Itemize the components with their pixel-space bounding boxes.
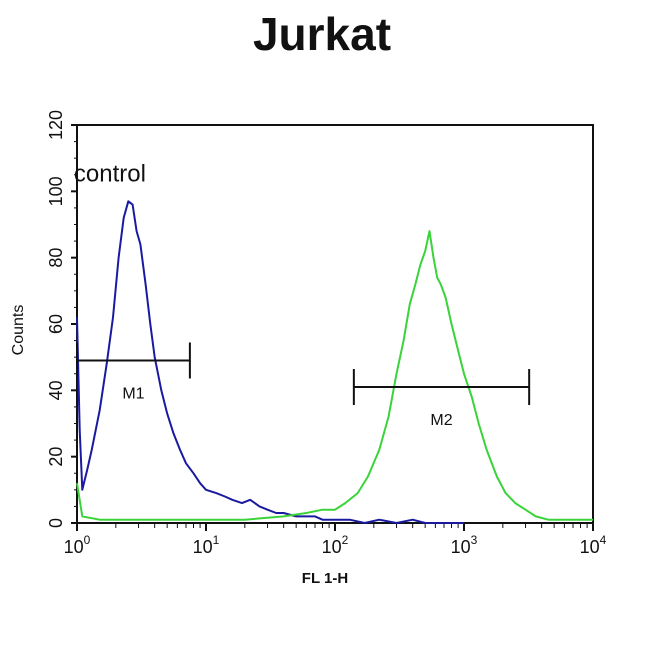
annotation-0: control <box>74 160 146 187</box>
y-tick-label-0: 0 <box>46 518 66 528</box>
y-axis-label: Counts <box>10 305 27 356</box>
plot-area: 0 20 40 60 80 100 120 Counts 100 101 102 103 104 FL 1… <box>10 110 607 587</box>
x-axis-label: FL 1-H <box>302 570 348 587</box>
x-tick-label-4: 104 <box>580 533 607 557</box>
y-tick-label-6: 120 <box>46 110 66 140</box>
y-tick-label-1: 20 <box>46 447 66 467</box>
series-line-M2 <box>76 230 593 521</box>
y-tick-label-3: 60 <box>46 314 66 334</box>
series-line-control <box>76 200 464 524</box>
y-tick-label-4: 80 <box>46 248 66 268</box>
marker-label-M2: M2 <box>430 412 452 429</box>
y-tick-label-2: 40 <box>46 380 66 400</box>
chart-title: Jurkat <box>253 8 391 60</box>
plot-frame <box>76 124 594 524</box>
marker-label-M1: M1 <box>122 385 144 402</box>
x-tick-label-3: 103 <box>451 533 478 557</box>
x-tick-label-0: 100 <box>64 533 91 557</box>
x-tick-label-1: 101 <box>193 533 220 557</box>
x-tick-label-2: 102 <box>322 533 349 557</box>
y-tick-label-5: 100 <box>46 176 66 206</box>
